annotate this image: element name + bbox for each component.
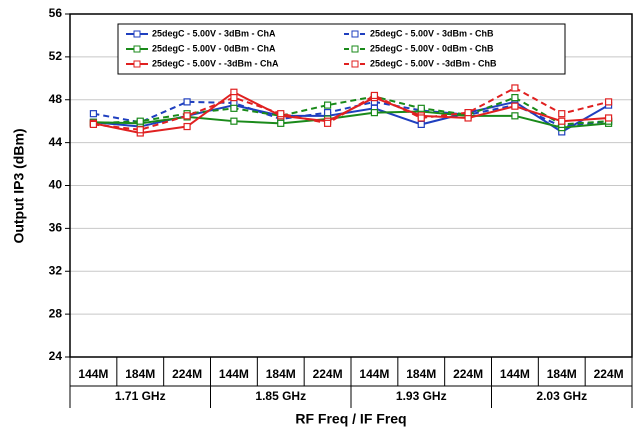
marker: [323, 101, 332, 109]
y-tick-label: 28: [49, 306, 63, 320]
marker: [277, 110, 285, 118]
y-tick-label: 56: [49, 6, 63, 20]
legend-marker: [133, 30, 141, 38]
marker: [323, 119, 332, 127]
group-label: 1.93 GHz: [396, 389, 447, 403]
marker: [370, 91, 379, 100]
marker: [136, 117, 144, 125]
marker: [511, 112, 519, 120]
y-tick-label: 40: [49, 178, 63, 192]
marker: [230, 104, 238, 112]
legend-label: 25degC - 5.00V - 0dBm - ChB: [370, 43, 494, 53]
series-line: [93, 95, 609, 126]
marker: [417, 114, 425, 122]
legend-label: 25degC - 5.00V - -3dBm - ChA: [152, 58, 279, 68]
marker: [558, 117, 566, 125]
legend-box: [117, 23, 566, 75]
x-tick-label: 224M: [172, 367, 202, 381]
group-label: 1.85 GHz: [255, 389, 306, 403]
y-axis-title: Output IP3 (dBm): [11, 128, 27, 243]
y-tick-label: 52: [49, 49, 63, 63]
marker: [511, 84, 519, 92]
marker: [230, 117, 238, 125]
legend-marker: [351, 30, 359, 38]
marker: [183, 112, 191, 120]
y-tick-label: 44: [49, 135, 63, 149]
series-line: [93, 110, 609, 129]
x-tick-label: 184M: [406, 367, 436, 381]
legend-label: 25degC - 5.00V - -3dBm - ChB: [370, 58, 497, 68]
marker: [370, 109, 379, 117]
marker: [89, 120, 98, 129]
x-tick-label: 144M: [219, 367, 249, 381]
legend-label: 25degC - 5.00V - 0dBm - ChA: [152, 43, 276, 53]
x-tick-label: 184M: [266, 367, 296, 381]
x-tick-label: 224M: [453, 367, 483, 381]
marker: [183, 122, 191, 131]
marker: [277, 119, 285, 127]
x-tick-label: 224M: [594, 367, 624, 381]
series-line: [93, 100, 610, 134]
group-label: 2.03 GHz: [536, 389, 587, 403]
marker: [604, 114, 613, 122]
y-tick-label: 24: [49, 349, 63, 363]
x-axis-title: RF Freq / IF Freq: [295, 411, 406, 427]
legend-marker: [351, 45, 359, 53]
marker: [511, 94, 519, 102]
marker: [558, 110, 566, 118]
y-tick-label: 36: [49, 221, 63, 235]
series-line: [93, 100, 609, 128]
marker: [464, 109, 472, 117]
y-tick-label: 32: [49, 263, 63, 277]
x-tick-label: 184M: [125, 367, 155, 381]
x-tick-label: 144M: [359, 367, 389, 381]
series-line: [93, 86, 609, 131]
marker: [89, 110, 98, 118]
marker: [511, 102, 519, 110]
y-tick-label: 48: [49, 92, 63, 106]
legend-marker: [133, 45, 141, 53]
legend-label: 25degC - 5.00V - 3dBm - ChA: [152, 28, 276, 38]
x-tick-label: 144M: [500, 367, 530, 381]
marker: [604, 98, 613, 106]
marker: [417, 120, 425, 129]
marker: [183, 98, 191, 106]
marker: [136, 126, 144, 134]
marker: [230, 94, 238, 102]
legend-marker: [351, 60, 359, 68]
x-tick-label: 184M: [547, 367, 577, 381]
x-tick-label: 224M: [313, 367, 343, 381]
group-label: 1.71 GHz: [115, 389, 166, 403]
marker: [323, 109, 332, 117]
x-tick-label: 144M: [78, 367, 108, 381]
legend-marker: [133, 60, 141, 68]
marker: [417, 104, 425, 112]
legend-label: 25degC - 5.00V - 3dBm - ChB: [370, 28, 494, 38]
